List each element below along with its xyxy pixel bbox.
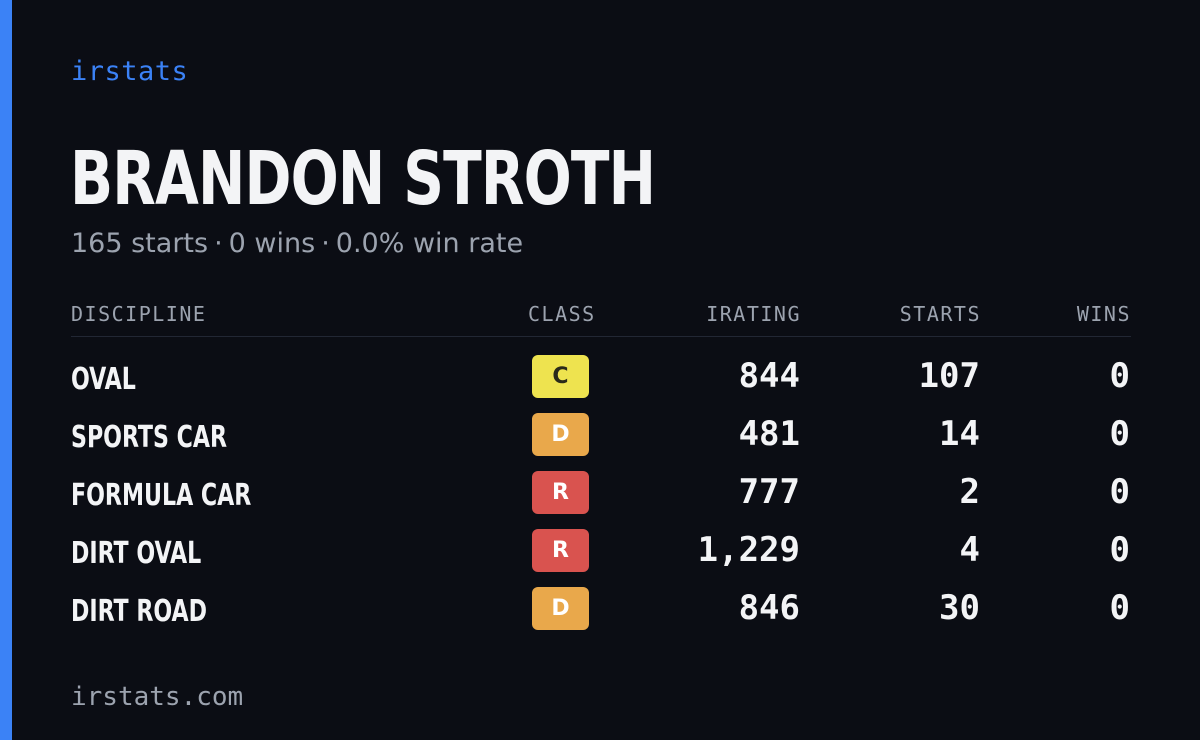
discipline-name: OVAL — [71, 362, 136, 397]
irating-value: 1,229 — [697, 530, 800, 570]
discipline-name: FORMULA CAR — [71, 478, 252, 513]
starts-value: 14 — [939, 414, 980, 454]
table-row: SPORTS CAR D 481 14 0 — [71, 410, 1131, 468]
starts-value: 4 — [959, 530, 980, 570]
accent-bar — [0, 0, 12, 740]
table-row: DIRT OVAL R 1,229 4 0 — [71, 526, 1131, 584]
header-class: CLASS — [528, 302, 596, 326]
wins-value: 0 — [1109, 588, 1130, 628]
discipline-name: DIRT OVAL — [71, 536, 202, 571]
irating-value: 844 — [738, 356, 800, 396]
driver-name: BRANDON STROTH — [70, 136, 656, 222]
starts-value: 30 — [939, 588, 980, 628]
starts-value: 2 — [959, 472, 980, 512]
class-badge: C — [532, 355, 589, 398]
discipline-table: DISCIPLINE CLASS IRATING STARTS WINS OVA… — [71, 298, 1131, 642]
table-header: DISCIPLINE CLASS IRATING STARTS WINS — [71, 298, 1131, 337]
table-body: OVAL C 844 107 0 SPORTS CAR D 481 14 0 F… — [71, 352, 1131, 642]
starts-count: 165 starts — [71, 228, 209, 259]
header-irating: IRATING — [706, 302, 801, 326]
discipline-name: DIRT ROAD — [71, 594, 208, 629]
starts-value: 107 — [918, 356, 980, 396]
table-row: FORMULA CAR R 777 2 0 — [71, 468, 1131, 526]
header-starts: STARTS — [899, 302, 981, 326]
class-badge: D — [532, 587, 589, 630]
irating-value: 777 — [738, 472, 800, 512]
footer-url: irstats.com — [71, 682, 244, 712]
irating-value: 481 — [738, 414, 800, 454]
table-row: OVAL C 844 107 0 — [71, 352, 1131, 410]
header-discipline: DISCIPLINE — [71, 302, 207, 326]
brand-logo: irstats — [71, 56, 189, 87]
driver-summary: 165 starts · 0 wins · 0.0% win rate — [71, 228, 523, 259]
win-rate: 0.0% win rate — [335, 228, 524, 259]
discipline-name: SPORTS CAR — [71, 420, 228, 455]
wins-value: 0 — [1109, 414, 1130, 454]
wins-value: 0 — [1109, 530, 1130, 570]
wins-value: 0 — [1109, 472, 1130, 512]
class-badge: D — [532, 413, 589, 456]
table-row: DIRT ROAD D 846 30 0 — [71, 584, 1131, 642]
separator: · — [214, 228, 223, 259]
wins-count: 0 wins — [228, 228, 316, 259]
header-wins: WINS — [1076, 302, 1131, 326]
wins-value: 0 — [1109, 356, 1130, 396]
class-badge: R — [532, 529, 589, 572]
irating-value: 846 — [738, 588, 800, 628]
class-badge: R — [532, 471, 589, 514]
separator: · — [321, 228, 330, 259]
